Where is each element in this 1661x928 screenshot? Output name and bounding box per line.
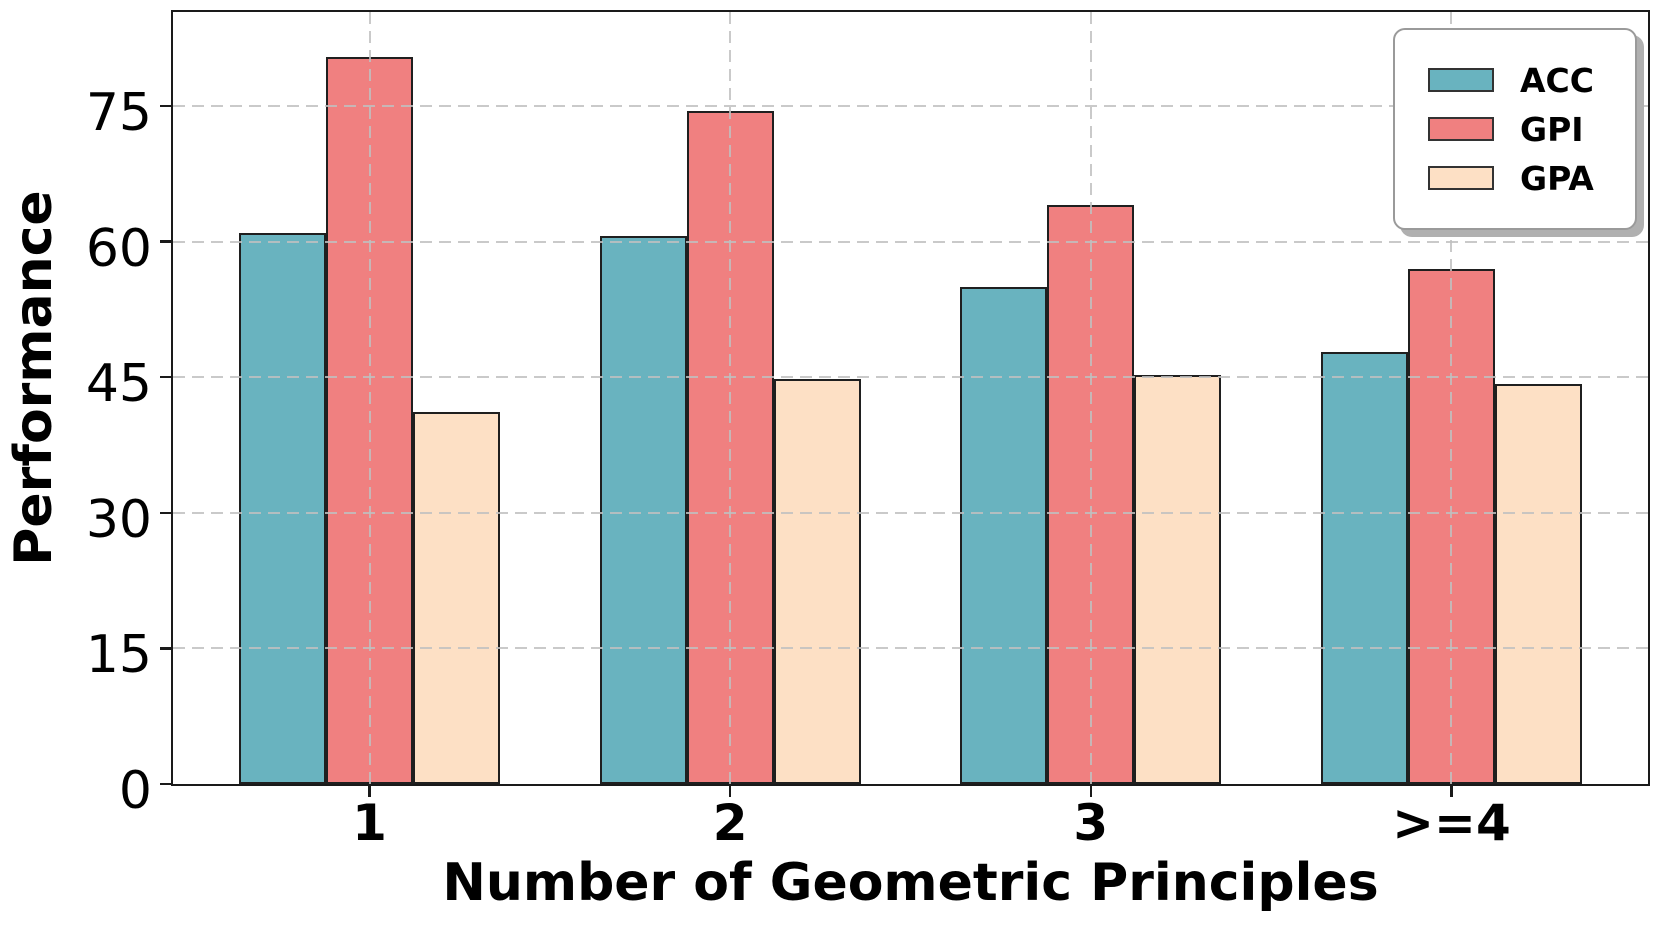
legend-item-acc: ACC — [1428, 64, 1635, 97]
legend: ACC GPI GPA — [1393, 28, 1637, 230]
legend-label-acc: ACC — [1520, 60, 1594, 100]
y-tick-label-0: 0 — [118, 761, 152, 821]
legend-item-gpa: GPA — [1428, 162, 1635, 195]
legend-label-gpi: GPI — [1520, 109, 1584, 149]
x-tick-label->=4: >=4 — [1392, 794, 1511, 852]
legend-label-gpa: GPA — [1520, 158, 1594, 198]
legend-swatch-gpi — [1428, 117, 1494, 141]
legend-item-gpi: GPI — [1428, 113, 1635, 146]
legend-swatch-gpa — [1428, 166, 1494, 190]
x-tick-label-3: 3 — [1073, 794, 1109, 852]
x-tick-label-2: 2 — [712, 794, 748, 852]
y-tick-label-15: 15 — [85, 625, 152, 686]
x-tick-label-1: 1 — [352, 794, 387, 852]
y-axis-label: Performance — [4, 190, 64, 566]
legend-swatch-acc — [1428, 68, 1494, 92]
plot-frame — [171, 10, 1650, 786]
x-axis-label: Number of Geometric Principles — [442, 853, 1379, 913]
